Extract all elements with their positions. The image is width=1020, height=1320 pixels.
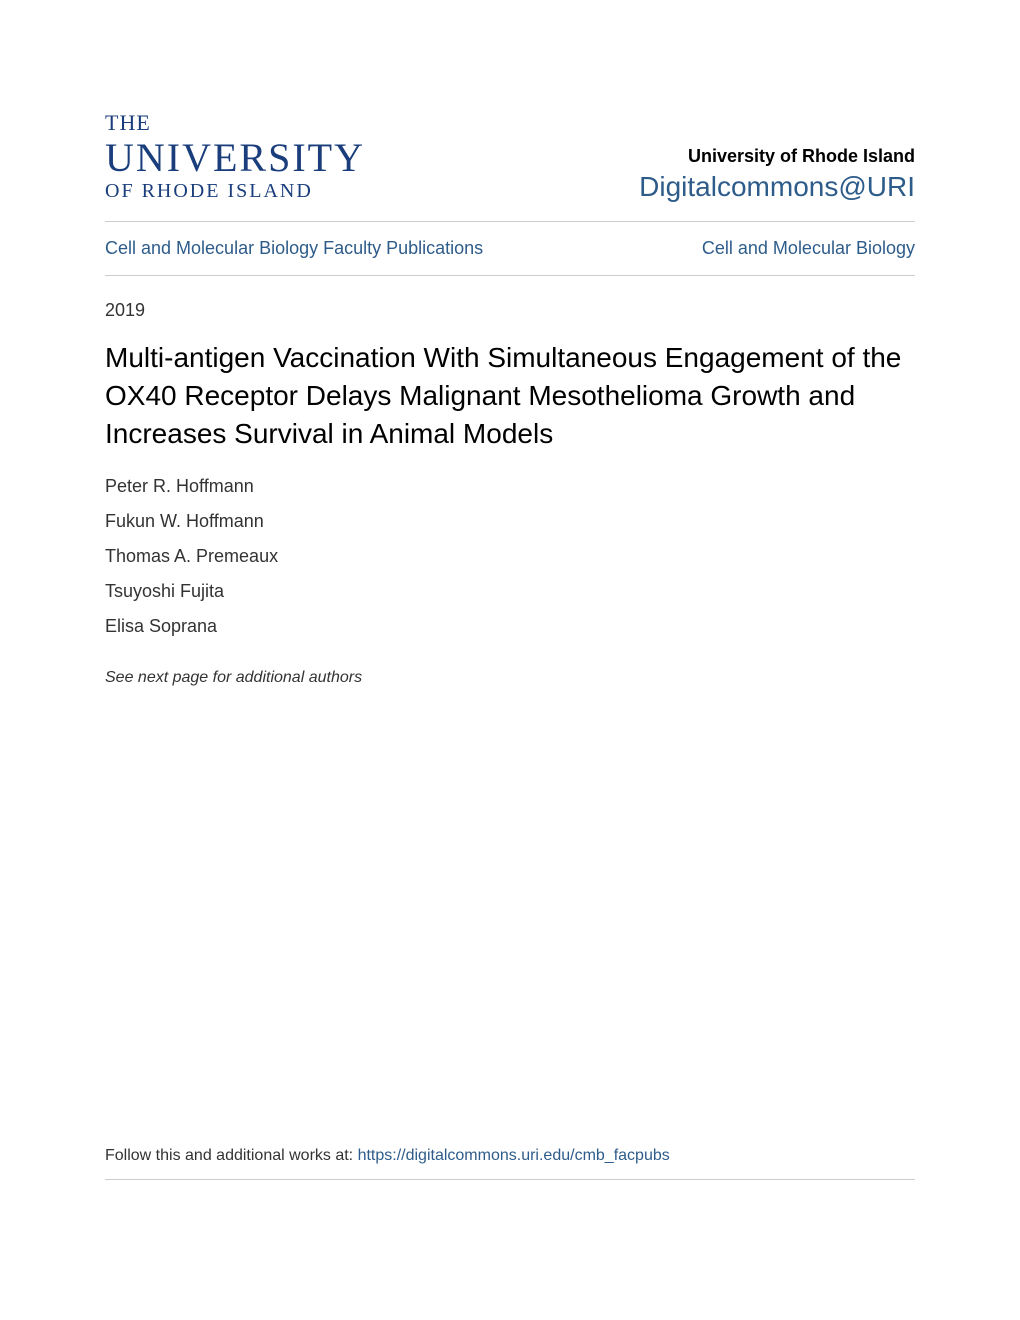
- header-row: THE UNIVERSITY OF RHODE ISLAND Universit…: [105, 110, 915, 221]
- author-name: Peter R. Hoffmann: [105, 476, 915, 497]
- author-name: Thomas A. Premeaux: [105, 546, 915, 567]
- department-link[interactable]: Cell and Molecular Biology: [702, 238, 915, 259]
- repository-link[interactable]: Digitalcommons@URI: [639, 171, 915, 203]
- header-right-block: University of Rhode Island Digitalcommon…: [639, 146, 915, 203]
- authors-list: Peter R. Hoffmann Fukun W. Hoffmann Thom…: [105, 476, 915, 637]
- logo-line-the: THE: [105, 110, 365, 136]
- author-name: Fukun W. Hoffmann: [105, 511, 915, 532]
- additional-authors-note: See next page for additional authors: [105, 669, 915, 687]
- publication-year: 2019: [105, 300, 915, 321]
- collection-link[interactable]: Cell and Molecular Biology Faculty Publi…: [105, 238, 483, 259]
- follow-prefix: Follow this and additional works at:: [105, 1147, 358, 1164]
- institution-name: University of Rhode Island: [688, 146, 915, 167]
- follow-text: Follow this and additional works at: htt…: [105, 1147, 915, 1165]
- breadcrumb-nav: Cell and Molecular Biology Faculty Publi…: [105, 222, 915, 275]
- divider-footer: [105, 1179, 915, 1180]
- footer: Follow this and additional works at: htt…: [105, 1147, 915, 1180]
- logo-line-rhode-island: OF RHODE ISLAND: [105, 180, 365, 203]
- author-name: Tsuyoshi Fujita: [105, 581, 915, 602]
- divider-nav: [105, 275, 915, 276]
- university-logo: THE UNIVERSITY OF RHODE ISLAND: [105, 110, 365, 203]
- paper-title: Multi-antigen Vaccination With Simultane…: [105, 339, 915, 452]
- author-name: Elisa Soprana: [105, 616, 915, 637]
- logo-line-university: UNIVERSITY: [105, 136, 365, 180]
- repository-url-link[interactable]: https://digitalcommons.uri.edu/cmb_facpu…: [358, 1147, 670, 1164]
